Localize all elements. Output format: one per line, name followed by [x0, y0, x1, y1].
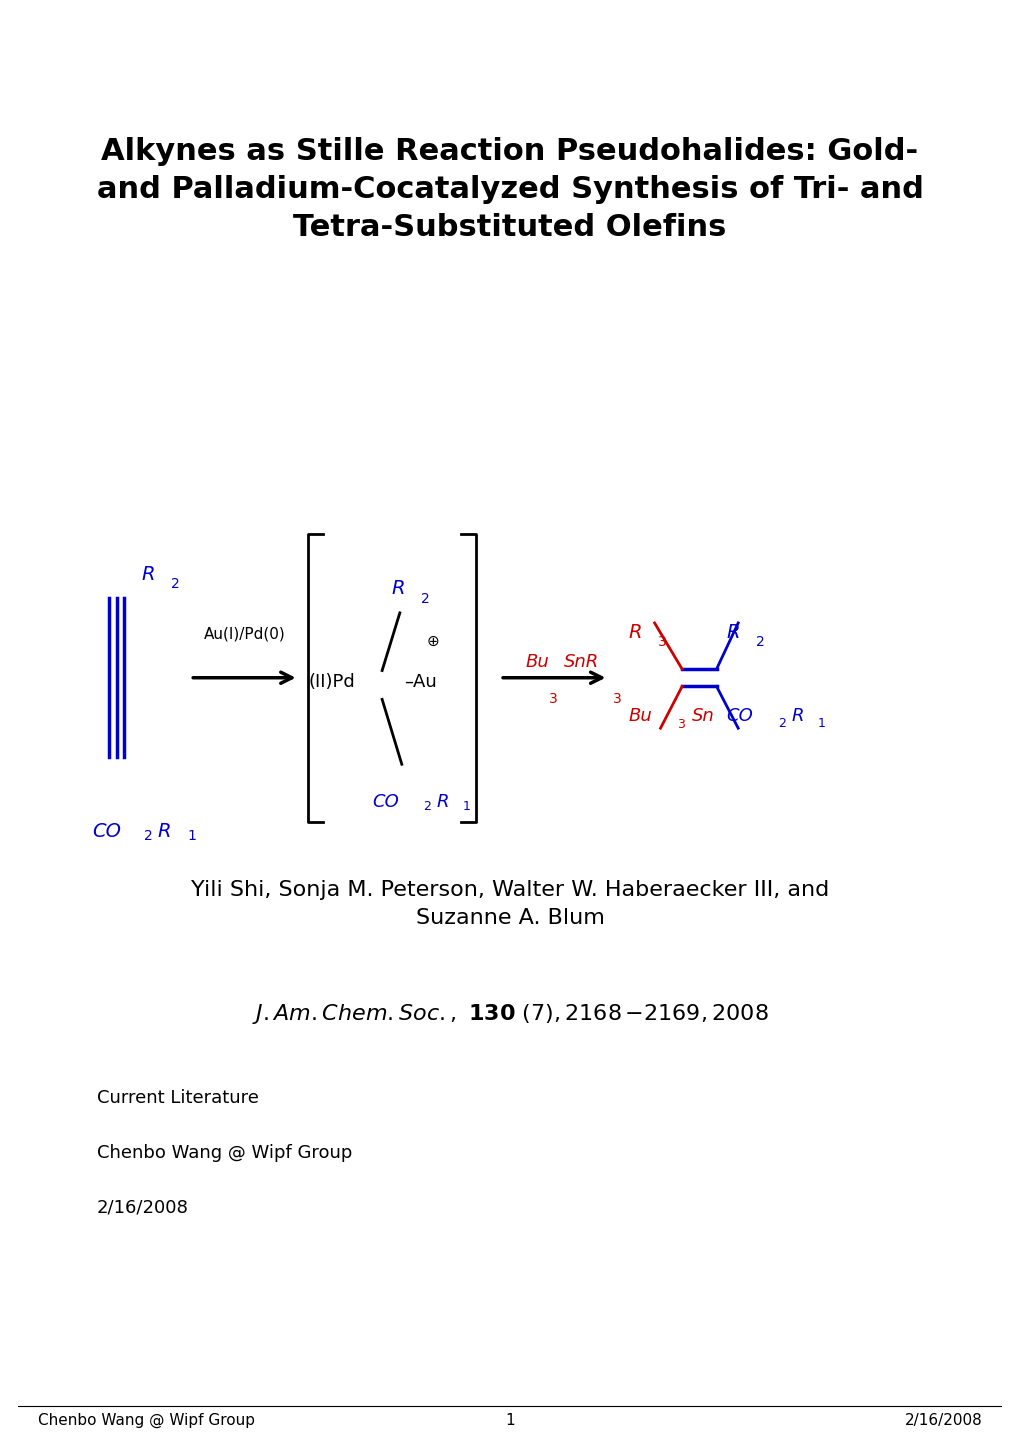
Text: –Au: –Au [404, 673, 436, 691]
Text: R: R [141, 565, 155, 584]
Text: 1: 1 [817, 717, 825, 730]
Text: (II)Pd: (II)Pd [308, 673, 355, 691]
Text: 3: 3 [657, 634, 665, 649]
Text: Chenbo Wang @ Wipf Group: Chenbo Wang @ Wipf Group [97, 1144, 352, 1161]
Text: 2/16/2008: 2/16/2008 [904, 1413, 981, 1428]
Text: ⊕: ⊕ [427, 634, 439, 649]
Text: 2: 2 [421, 591, 430, 606]
Text: Chenbo Wang @ Wipf Group: Chenbo Wang @ Wipf Group [38, 1412, 255, 1428]
Text: 1: 1 [463, 800, 470, 813]
Text: CO: CO [726, 707, 752, 724]
Text: R: R [726, 623, 739, 642]
Text: 3: 3 [677, 718, 685, 731]
Text: Bu: Bu [525, 653, 549, 671]
Text: Alkynes as Stille Reaction Pseudohalides: Gold-
and Palladium-Cocatalyzed Synthe: Alkynes as Stille Reaction Pseudohalides… [97, 137, 922, 242]
Text: 3: 3 [612, 692, 622, 707]
Text: 2: 2 [423, 800, 431, 813]
Text: R: R [791, 707, 803, 724]
Text: R: R [436, 793, 448, 810]
Text: $\it{J. Am. Chem. Soc.,}$ $\mathbf{130}$ $\it{(7), 2168\,{-}2169, 2008}$: $\it{J. Am. Chem. Soc.,}$ $\mathbf{130}$… [252, 1002, 767, 1027]
Text: CO: CO [92, 822, 121, 841]
Text: 2: 2 [755, 634, 764, 649]
Text: Sn: Sn [691, 707, 714, 724]
Text: 1: 1 [504, 1413, 515, 1428]
Text: Bu: Bu [628, 707, 651, 724]
Text: 2: 2 [144, 829, 153, 844]
Text: 2: 2 [777, 717, 786, 730]
Text: Yili Shi, Sonja M. Peterson, Walter W. Haberaecker III, and
Suzanne A. Blum: Yili Shi, Sonja M. Peterson, Walter W. H… [191, 880, 828, 927]
Text: 3: 3 [549, 692, 557, 707]
Text: 2: 2 [170, 577, 179, 591]
Text: SnR: SnR [564, 653, 599, 671]
Text: R: R [391, 580, 406, 598]
Text: Au(I)/Pd(0): Au(I)/Pd(0) [204, 627, 285, 642]
Text: 1: 1 [187, 829, 196, 844]
Text: R: R [628, 623, 641, 642]
Text: 2/16/2008: 2/16/2008 [97, 1198, 189, 1216]
Text: R: R [158, 822, 171, 841]
Text: Current Literature: Current Literature [97, 1089, 259, 1106]
Text: CO: CO [372, 793, 398, 810]
